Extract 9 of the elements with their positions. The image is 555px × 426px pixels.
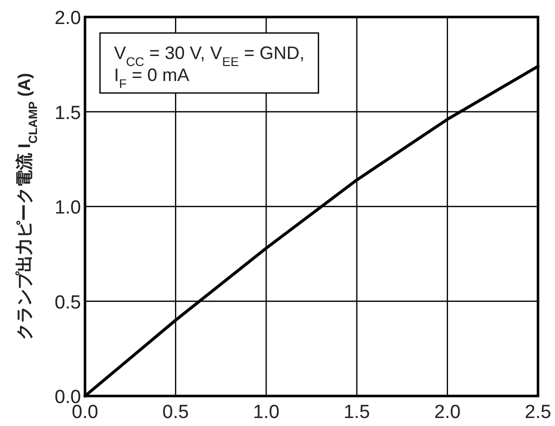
y-tick-label: 1.5 xyxy=(54,102,81,124)
x-tick-label: 1.0 xyxy=(252,402,280,423)
x-tick-label: 1.5 xyxy=(344,402,370,423)
x-tick-label: 2.0 xyxy=(434,402,461,423)
x-tick-label: 0.5 xyxy=(162,402,189,423)
y-tick-label: 0.5 xyxy=(54,292,81,314)
y-tick-label: 1.0 xyxy=(54,198,81,218)
y-tick-label: 2.0 xyxy=(54,8,81,29)
x-tick-label: 2.5 xyxy=(524,402,552,423)
